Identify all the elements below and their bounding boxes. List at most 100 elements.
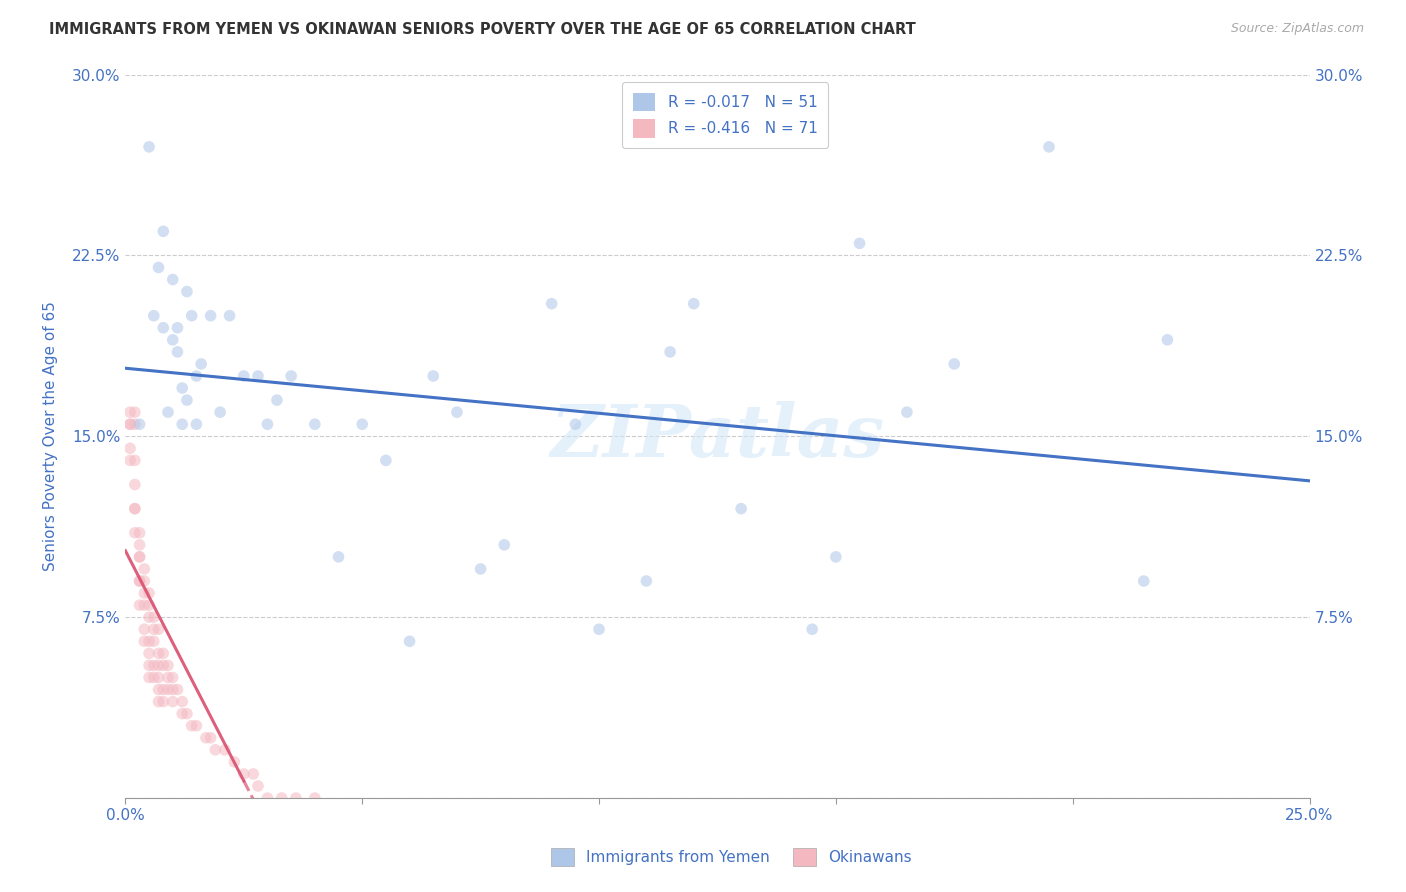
Point — [162, 695, 184, 709]
Point — [256, 417, 278, 432]
Point — [540, 296, 562, 310]
Point — [398, 634, 420, 648]
Point — [352, 417, 374, 432]
Point — [124, 501, 146, 516]
Point — [156, 658, 179, 673]
Point — [120, 442, 142, 456]
Point — [564, 417, 586, 432]
Point — [120, 417, 142, 432]
Point — [166, 682, 188, 697]
Point — [682, 296, 704, 310]
Point — [186, 417, 208, 432]
Point — [232, 767, 254, 781]
Point — [134, 634, 156, 648]
Point — [128, 598, 150, 612]
Point — [659, 344, 682, 359]
Point — [142, 622, 165, 636]
Point — [730, 501, 752, 516]
Point — [180, 719, 202, 733]
Point — [200, 731, 222, 745]
Point — [152, 682, 174, 697]
Point — [156, 670, 179, 684]
Point — [134, 586, 156, 600]
Point — [138, 586, 160, 600]
Point — [134, 622, 156, 636]
Point — [176, 706, 198, 721]
Legend: R = -0.017   N = 51, R = -0.416   N = 71: R = -0.017 N = 51, R = -0.416 N = 71 — [621, 82, 828, 148]
Point — [142, 610, 165, 624]
Point — [214, 743, 236, 757]
Point — [896, 405, 918, 419]
Point — [152, 646, 174, 660]
Text: ZIPatlas: ZIPatlas — [550, 401, 884, 472]
Point — [328, 549, 350, 564]
Point — [166, 344, 188, 359]
Point — [1156, 333, 1178, 347]
Point — [128, 574, 150, 588]
Point — [180, 309, 202, 323]
Point — [128, 538, 150, 552]
Point — [494, 538, 516, 552]
Point — [134, 574, 156, 588]
Point — [138, 598, 160, 612]
Point — [162, 333, 184, 347]
Point — [194, 731, 217, 745]
Point — [124, 501, 146, 516]
Point — [134, 598, 156, 612]
Point — [120, 405, 142, 419]
Point — [636, 574, 658, 588]
Point — [138, 670, 160, 684]
Point — [138, 140, 160, 154]
Point — [186, 719, 208, 733]
Point — [152, 320, 174, 334]
Text: Source: ZipAtlas.com: Source: ZipAtlas.com — [1230, 22, 1364, 36]
Point — [142, 670, 165, 684]
Point — [138, 646, 160, 660]
Point — [470, 562, 492, 576]
Legend: Immigrants from Yemen, Okinawans: Immigrants from Yemen, Okinawans — [541, 838, 921, 875]
Point — [172, 417, 194, 432]
Point — [166, 320, 188, 334]
Point — [120, 417, 142, 432]
Point — [152, 224, 174, 238]
Point — [224, 755, 246, 769]
Point — [246, 779, 269, 793]
Point — [446, 405, 468, 419]
Point — [138, 610, 160, 624]
Point — [138, 658, 160, 673]
Point — [172, 695, 194, 709]
Point — [190, 357, 212, 371]
Point — [848, 236, 870, 251]
Point — [142, 658, 165, 673]
Point — [374, 453, 396, 467]
Point — [148, 646, 170, 660]
Point — [176, 285, 198, 299]
Point — [270, 791, 292, 805]
Point — [148, 682, 170, 697]
Point — [1132, 574, 1154, 588]
Point — [156, 405, 179, 419]
Point — [218, 309, 240, 323]
Point — [1038, 140, 1060, 154]
Point — [148, 695, 170, 709]
Point — [280, 369, 302, 384]
Point — [266, 393, 288, 408]
Point — [124, 525, 146, 540]
Point — [148, 658, 170, 673]
Y-axis label: Seniors Poverty Over the Age of 65: Seniors Poverty Over the Age of 65 — [44, 301, 58, 571]
Point — [128, 417, 150, 432]
Point — [148, 260, 170, 275]
Point — [162, 682, 184, 697]
Point — [284, 791, 307, 805]
Point — [256, 791, 278, 805]
Point — [200, 309, 222, 323]
Point — [304, 791, 326, 805]
Point — [232, 369, 254, 384]
Point — [162, 670, 184, 684]
Point — [172, 706, 194, 721]
Point — [152, 695, 174, 709]
Point — [124, 405, 146, 419]
Point — [128, 525, 150, 540]
Point — [128, 549, 150, 564]
Point — [138, 634, 160, 648]
